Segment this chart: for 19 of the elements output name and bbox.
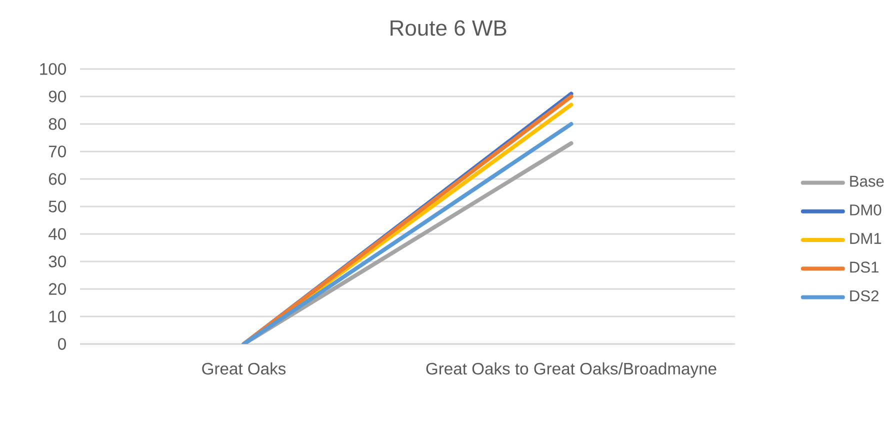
y-tick-label: 10 bbox=[49, 310, 66, 322]
legend-label: Base bbox=[850, 176, 884, 187]
y-tick-label: 50 bbox=[48, 200, 66, 212]
y-tick-label: 20 bbox=[48, 283, 66, 295]
legend-label: DS2 bbox=[850, 290, 878, 302]
y-tick-label: 40 bbox=[48, 228, 66, 240]
y-tick-label: 90 bbox=[48, 90, 66, 102]
y-tick-label: 70 bbox=[48, 146, 66, 158]
y-tick-label: 30 bbox=[48, 256, 66, 268]
x-tick-label: Great Oaks to Great Oaks/Broadmayne bbox=[426, 362, 716, 378]
y-tick-label: 80 bbox=[48, 118, 66, 130]
chart-title: Route 6 WB bbox=[390, 20, 506, 36]
x-tick-label: Great Oaks bbox=[202, 362, 286, 375]
y-tick-label: 0 bbox=[58, 338, 66, 350]
y-tick-label: 60 bbox=[48, 173, 66, 185]
legend-label: DM1 bbox=[850, 233, 882, 244]
legend-label: DS1 bbox=[850, 262, 878, 273]
legend-label: DM0 bbox=[850, 204, 882, 216]
y-tick-label: 100 bbox=[40, 63, 66, 75]
